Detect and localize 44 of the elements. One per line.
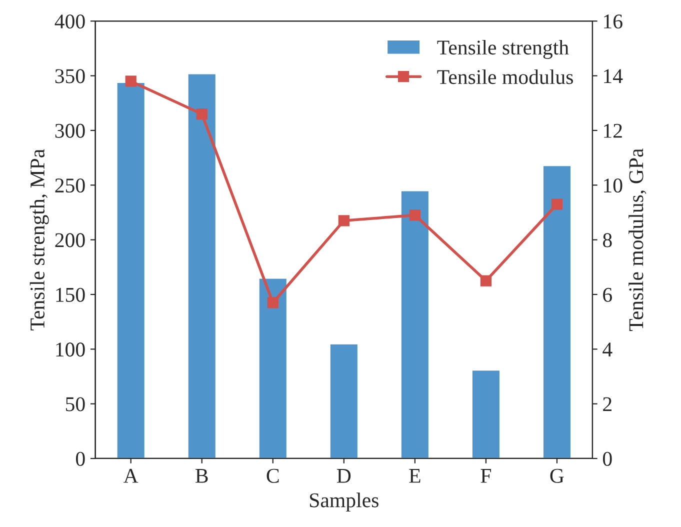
y-tick-label: 0: [76, 452, 85, 466]
point: [480, 275, 492, 286]
y-tick-label: 200: [55, 233, 85, 248]
y-tick-label: 50: [66, 397, 85, 412]
bar: [186, 72, 217, 458]
y-tick-label: 300: [55, 124, 85, 138]
y2-tick-label: 14: [604, 69, 623, 83]
bar: [400, 190, 430, 458]
legend-label: Tensile modulus: [437, 69, 573, 84]
y2-tick-label: 0: [602, 452, 612, 466]
bar: [116, 82, 146, 458]
x-tick-label: E: [409, 469, 420, 483]
bar: [329, 342, 359, 458]
y-axis-title: Tensile strength, MPa: [30, 149, 49, 330]
x-axis-title: Samples: [310, 492, 378, 512]
y2-tick-label: 10: [604, 178, 622, 193]
y-tick-label: 250: [55, 178, 85, 193]
bar: [471, 369, 501, 458]
y2-tick-label: 2: [603, 397, 612, 412]
y-tick-label: 400: [54, 14, 85, 29]
bar: [258, 277, 288, 458]
y-tick-label: 100: [56, 342, 85, 357]
y2-tick-label: 4: [602, 342, 612, 356]
x-tick-label: D: [336, 469, 351, 483]
point: [267, 297, 278, 308]
y2-tick-label: 8: [602, 233, 612, 248]
y2-tick-label: 6: [603, 288, 612, 302]
y2-tick-label: 16: [604, 14, 622, 29]
point: [196, 108, 208, 120]
y2-tick-label: 12: [604, 124, 622, 138]
x-tick-label: G: [550, 468, 564, 483]
x-tick-label: F: [480, 469, 491, 483]
point: [338, 215, 350, 226]
y-tick-label: 350: [55, 69, 85, 84]
y-tick-label: 150: [56, 288, 85, 302]
x-tick-label: A: [124, 468, 138, 483]
bar: [542, 164, 572, 458]
point: [125, 76, 136, 87]
point: [551, 198, 563, 210]
legend-label: Tensile strength: [437, 40, 569, 59]
x-tick-label: C: [266, 468, 279, 483]
point: [409, 210, 420, 221]
x-tick-label: B: [196, 469, 208, 483]
y2-axis-title: Tensile modulus, GPa: [628, 148, 646, 331]
